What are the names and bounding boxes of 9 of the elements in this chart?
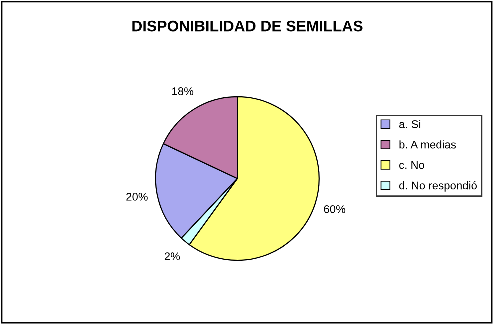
chart-title: DISPONIBILIDAD DE SEMILLAS	[132, 20, 363, 32]
legend-label: d. No respondió	[399, 181, 478, 192]
data-label: 60%	[324, 205, 346, 214]
data-label: 20%	[126, 193, 148, 201]
data-label: 2%	[164, 252, 180, 260]
legend-label: c. No	[400, 161, 424, 170]
data-label: 18%	[172, 88, 194, 96]
legend-label: b. A medias	[400, 140, 456, 149]
legend-label: a. Si	[400, 120, 421, 128]
